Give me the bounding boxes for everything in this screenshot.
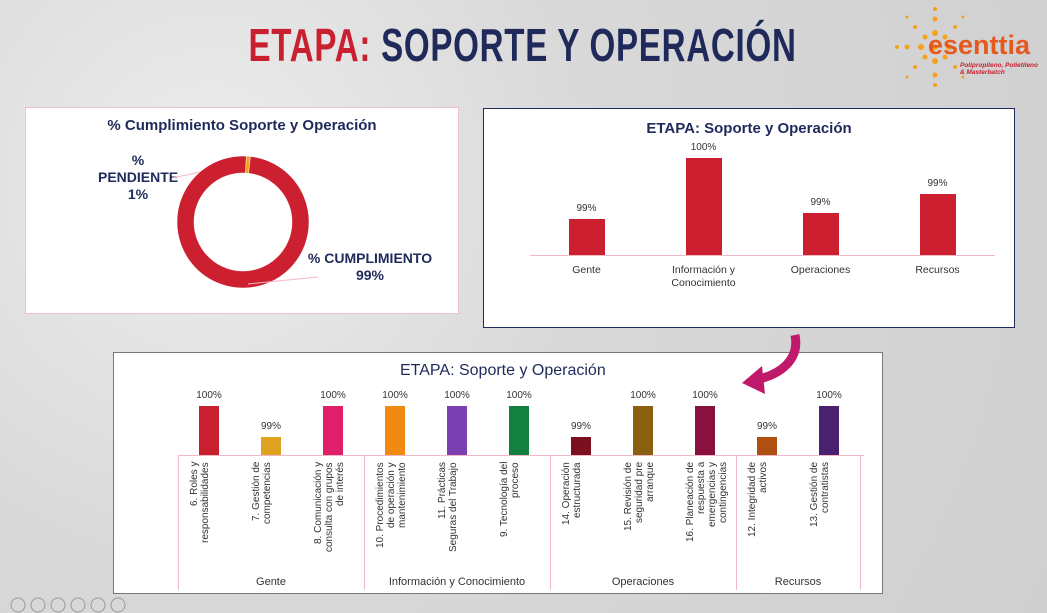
x-tick-label: 12. Integridad de activos <box>747 462 769 538</box>
value-label: 100% <box>506 390 532 401</box>
value-label: 99% <box>260 420 281 432</box>
bar <box>633 406 653 455</box>
bar <box>571 436 591 455</box>
x-tick-label: 10. Procedimientos de operación y manten… <box>375 462 408 548</box>
slide-title: ETAPA: SOPORTE Y OPERACIÓN <box>146 18 900 72</box>
x-tick-label: 6. Roles y responsabilidades <box>189 462 211 543</box>
x-tick-label: 13. Gestión de contratistas <box>809 462 831 528</box>
bar <box>261 436 281 455</box>
group-label: Recursos <box>774 576 822 588</box>
value-label: 100% <box>690 142 717 153</box>
baseline <box>530 255 995 256</box>
toolbar-icons <box>10 597 126 613</box>
group-separator <box>860 455 861 590</box>
x-tick-label: 14. Operación estructurada <box>561 462 583 525</box>
x-tick-label: 16. Planeación de respuesta a emergencia… <box>685 462 729 543</box>
pie-category: % CUMPLIMIENTO <box>307 250 433 266</box>
bar <box>568 218 605 255</box>
logo-sun <box>895 7 965 87</box>
value-label: 100% <box>444 390 470 401</box>
bar <box>385 406 405 455</box>
group-label: Operaciones <box>611 576 675 588</box>
x-tick-label: 7. Gestión de competencias <box>251 462 273 524</box>
title-text: SOPORTE Y OPERACIÓN <box>381 19 797 71</box>
group-separator <box>736 455 737 590</box>
baseline <box>178 455 864 456</box>
bar <box>695 406 715 455</box>
value-label: 99% <box>756 420 777 432</box>
logo-tagline: Polipropileno, Polietileno & Masterbatch <box>960 62 1039 76</box>
pie-value-label: 1% <box>127 186 149 202</box>
pie-value-label: 99% <box>355 267 385 283</box>
x-tick-label: 15. Revisión de seguridad pre arranque <box>623 462 656 531</box>
bar <box>819 406 839 455</box>
x-tick-label: Recursos <box>915 264 960 276</box>
group-label: Información y Conocimiento <box>388 576 526 588</box>
value-label: 99% <box>810 196 831 208</box>
value-label: 99% <box>570 420 591 432</box>
bar <box>447 406 467 455</box>
chart-title: ETAPA: Soporte y Operación <box>400 362 606 379</box>
value-label: 100% <box>692 390 718 401</box>
x-tick-label: 11. Prácticas Seguras del Trabajo <box>437 462 459 552</box>
group-separator <box>364 455 365 590</box>
chart-title: % Cumplimiento Soporte y Operación <box>107 117 377 134</box>
chart-title: ETAPA: Soporte y Operación <box>646 120 852 137</box>
group-separator <box>178 455 179 590</box>
bar <box>757 436 777 455</box>
group-separator <box>550 455 551 590</box>
x-tick-label: 9. Tecnología del proceso <box>499 462 521 538</box>
value-label: 100% <box>196 390 222 401</box>
pie-label: % PENDIENTE 1% <box>98 152 178 203</box>
value-label: 100% <box>816 390 842 401</box>
value-label: 100% <box>320 390 346 401</box>
bar <box>802 212 839 255</box>
value-label: 99% <box>927 178 948 190</box>
x-tick-label: Información y Conocimiento <box>671 264 736 289</box>
bar <box>323 406 343 455</box>
logo-text: esenttia <box>928 30 1031 60</box>
bar <box>199 406 219 455</box>
title-prefix: ETAPA: <box>248 19 372 71</box>
x-tick-label: Operaciones <box>790 264 851 276</box>
value-label: 100% <box>382 390 408 401</box>
bar <box>919 194 956 255</box>
bar <box>685 158 722 255</box>
group-label: Gente <box>256 576 286 588</box>
x-tick-label: Gente <box>572 264 601 276</box>
value-label: 99% <box>576 202 597 214</box>
toolbar <box>10 596 130 613</box>
pie-label: % CUMPLIMIENTO 99% <box>300 250 440 284</box>
value-label: 100% <box>630 390 656 401</box>
x-tick-label: 8. Comunicación y consulta con grupos de… <box>313 462 346 552</box>
bar <box>509 406 529 455</box>
pie-category: % PENDIENTE <box>98 152 179 185</box>
